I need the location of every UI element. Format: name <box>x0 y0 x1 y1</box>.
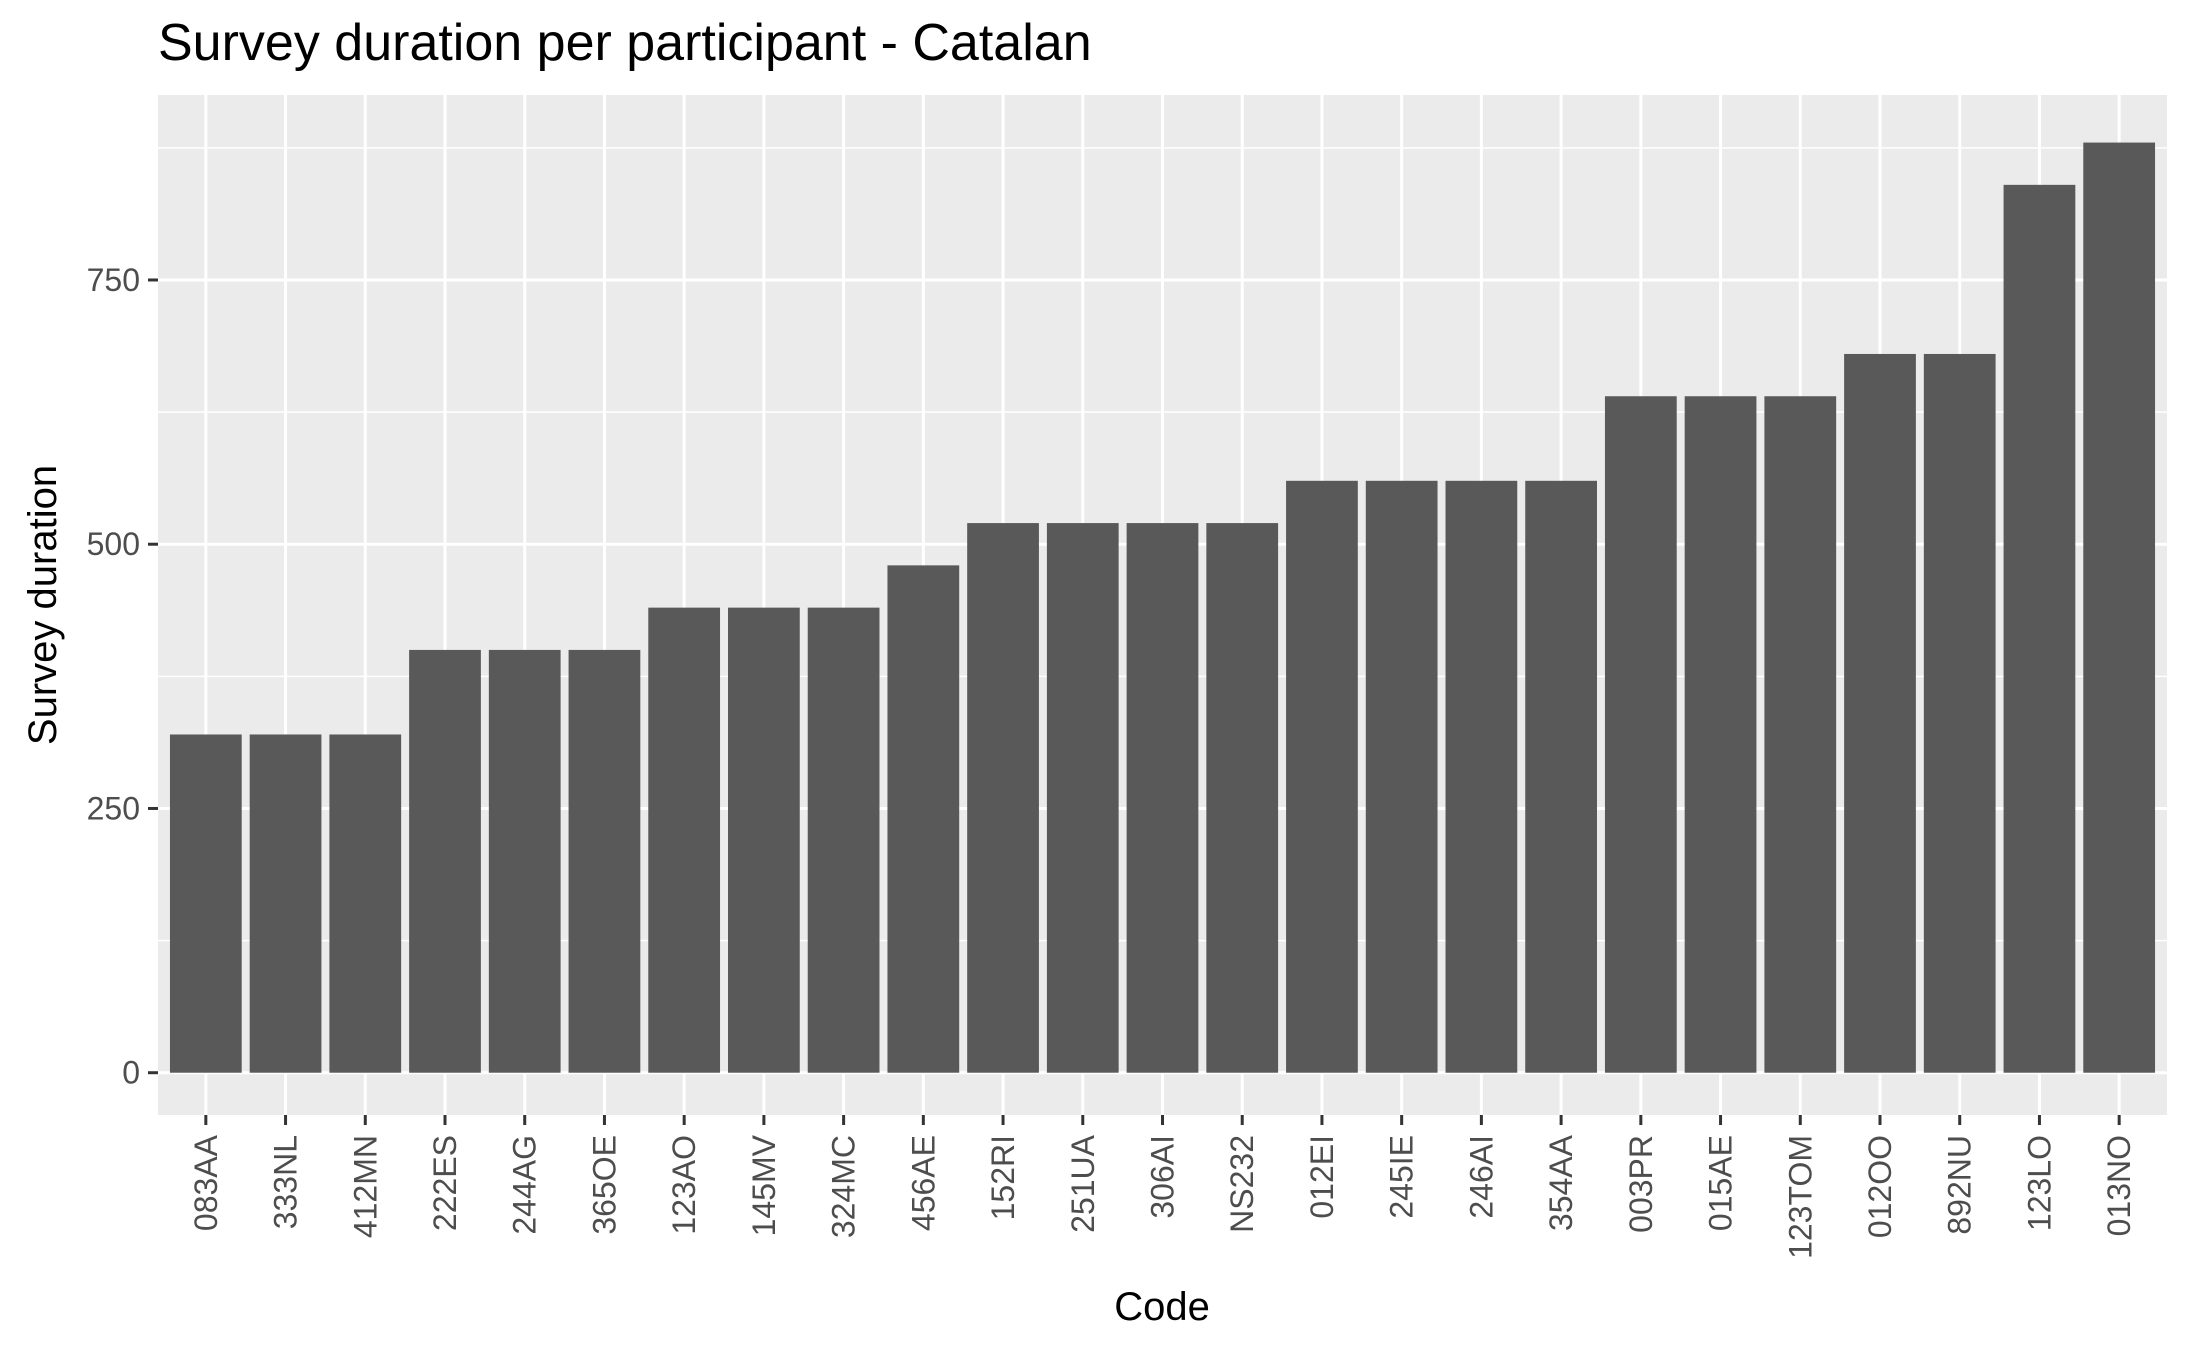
x-tick-label: 013NO <box>2101 1135 2137 1236</box>
bar-244AG <box>488 649 561 1073</box>
x-tick-label: NS232 <box>1224 1135 1260 1233</box>
y-tick-label: 750 <box>87 262 140 298</box>
x-tick-label: 456AE <box>905 1135 941 1231</box>
y-tick-label: 250 <box>87 790 140 826</box>
bar-123TOM <box>1764 396 1837 1073</box>
x-tick-label: 152RI <box>985 1135 1021 1220</box>
x-tick-label: 145MV <box>746 1134 782 1236</box>
x-tick-label: 354AA <box>1543 1134 1579 1231</box>
x-axis: 083AA 333NL 412MN 222ES 244AG 365OE 123AO 145MV… <box>188 1115 2137 1259</box>
bar-012EI <box>1286 480 1358 1073</box>
x-tick-label: 246AI <box>1463 1135 1499 1219</box>
chart-title: Survey duration per participant - Catala… <box>158 14 1092 72</box>
x-tick-label: 123TOM <box>1782 1135 1818 1259</box>
bar-354AA <box>1525 480 1597 1073</box>
x-tick-label: 333NL <box>268 1135 304 1229</box>
bar-412MN <box>329 734 402 1073</box>
x-tick-label: 244AG <box>507 1135 543 1235</box>
bar-015AE <box>1684 396 1757 1073</box>
bar-013NO <box>2083 142 2156 1073</box>
x-tick-label: 123AO <box>666 1135 702 1235</box>
bar-365OE <box>568 649 641 1073</box>
bar-246AI <box>1445 480 1518 1073</box>
bar-083AA <box>169 734 242 1073</box>
x-tick-label: 012EI <box>1304 1135 1340 1219</box>
y-axis-title: Survey duration <box>21 465 65 745</box>
x-tick-label: 306AI <box>1145 1135 1181 1219</box>
bar-NS232 <box>1206 523 1279 1073</box>
bar-333NL <box>249 734 322 1073</box>
y-axis: 0 250 500 750 <box>87 262 158 1091</box>
bar-123LO <box>2003 184 2076 1073</box>
bar-245IE <box>1365 480 1438 1073</box>
x-tick-label: 012OO <box>1862 1135 1898 1238</box>
x-tick-label: 365OE <box>586 1135 622 1235</box>
x-tick-label: 015AE <box>1703 1135 1739 1231</box>
x-tick-label: 324MC <box>826 1135 862 1238</box>
bar-012OO <box>1844 353 1916 1073</box>
x-tick-label: 251UA <box>1065 1134 1101 1233</box>
x-tick-label: 412MN <box>347 1135 383 1238</box>
bar-145MV <box>728 607 800 1073</box>
x-axis-title: Code <box>1114 1285 1210 1329</box>
bar-456AE <box>887 565 960 1073</box>
bar-123AO <box>648 607 721 1073</box>
bar-003PR <box>1604 396 1677 1073</box>
x-tick-label: 245IE <box>1384 1135 1420 1219</box>
y-tick-label: 0 <box>122 1055 140 1091</box>
bar-251UA <box>1046 523 1119 1073</box>
x-tick-label: 123LO <box>2021 1135 2057 1231</box>
bars <box>169 142 2156 1073</box>
bar-152RI <box>967 523 1039 1073</box>
y-tick-label: 500 <box>87 526 140 562</box>
x-tick-label: 222ES <box>427 1135 463 1231</box>
bar-324MC <box>807 607 880 1073</box>
bar-222ES <box>409 649 481 1073</box>
bar-892NU <box>1923 353 1996 1073</box>
bar-306AI <box>1126 523 1199 1073</box>
x-tick-label: 083AA <box>188 1134 224 1231</box>
x-tick-label: 003PR <box>1623 1135 1659 1233</box>
x-tick-label: 892NU <box>1942 1135 1978 1235</box>
